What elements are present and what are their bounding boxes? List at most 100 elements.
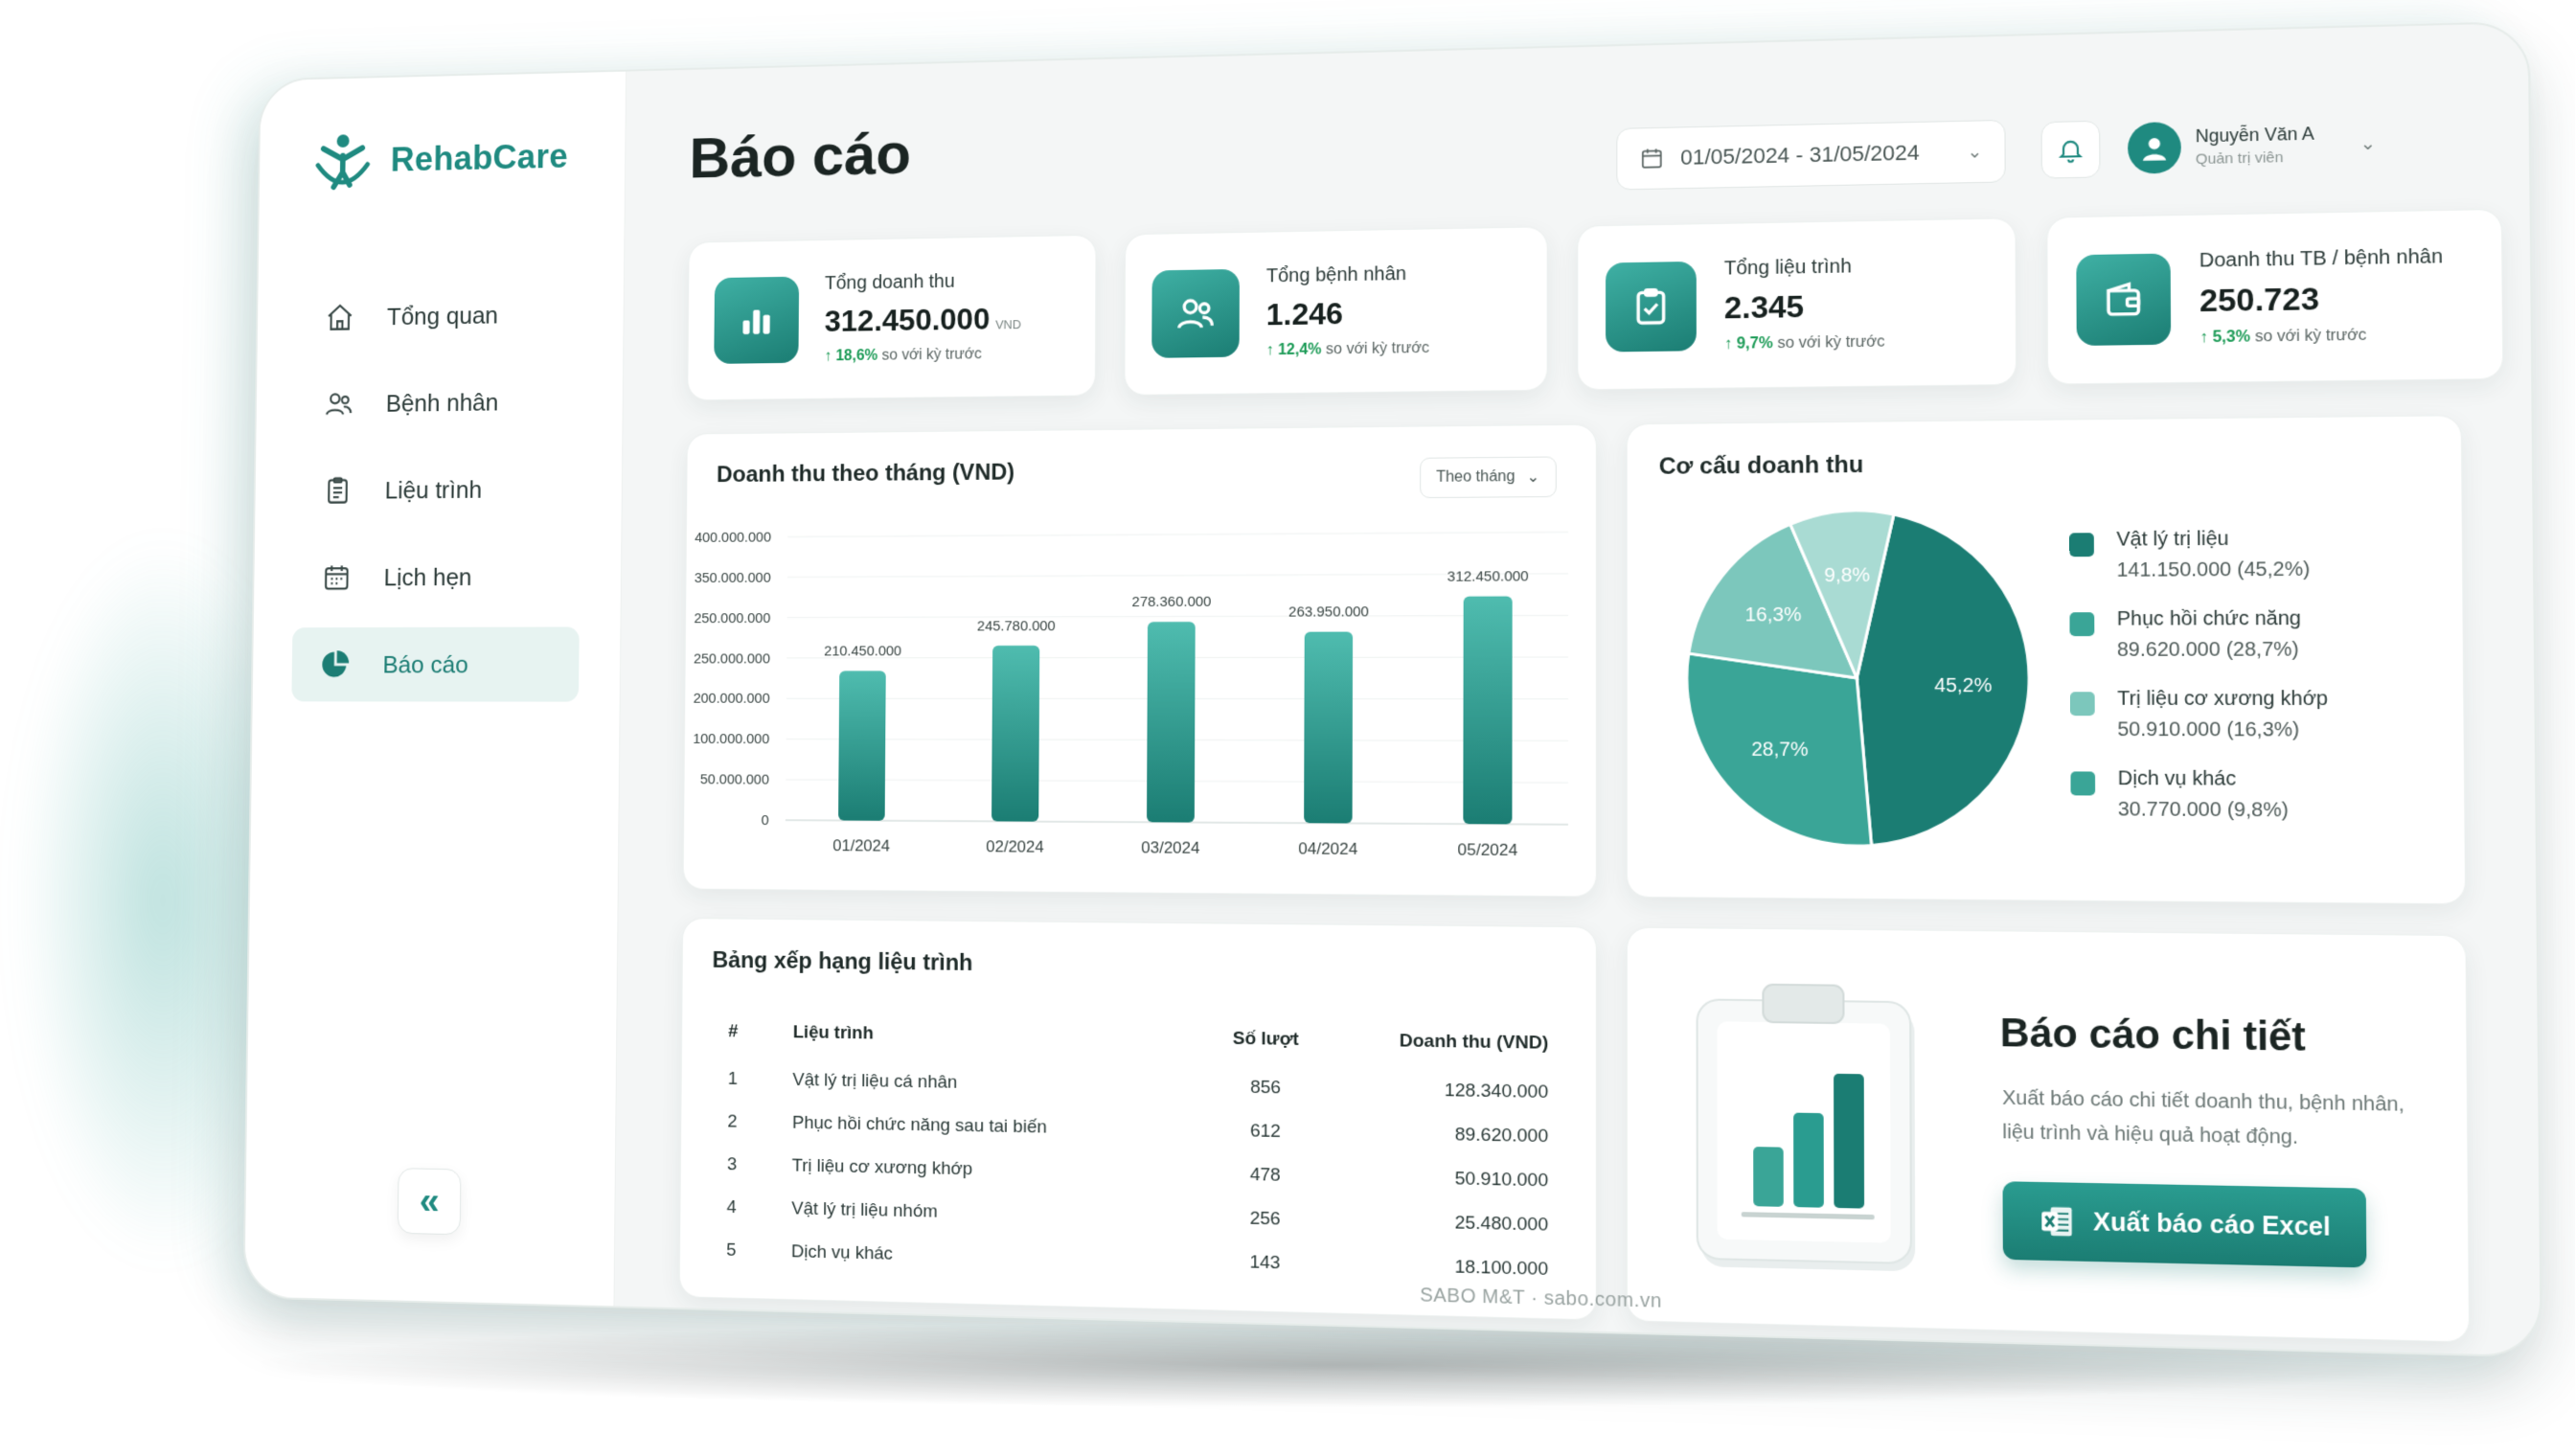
sidebar-nav: Tổng quan Bệnh nhân Liệu trình	[291, 277, 582, 716]
legend-name: Dịch vụ khác	[2118, 767, 2289, 791]
bar-value-label: 263.950.000	[1288, 604, 1369, 621]
brand[interactable]: RehabCare	[310, 123, 568, 194]
revenue-share-pie: 45,2% 28,7% 16,3% 9,8%	[1676, 499, 2039, 856]
y-tick-label: 100.000.000	[693, 732, 769, 747]
count-cell: 856	[1198, 1065, 1333, 1111]
users-icon	[1151, 269, 1240, 358]
notification-button[interactable]	[2041, 121, 2101, 179]
kpi-value: 1.246	[1266, 295, 1430, 333]
sidebar-item-reports[interactable]: Báo cáo	[291, 626, 579, 701]
bar	[838, 671, 886, 820]
treatment-ranking-card: Bảng xếp hạng liệu trình # Liệu trình Số…	[679, 918, 1597, 1320]
y-tick-label: 50.000.000	[700, 772, 769, 787]
bar	[991, 646, 1039, 822]
clipboard-icon	[321, 473, 355, 509]
kpi-value: 312.450.000 VND	[825, 301, 1022, 338]
bar	[1463, 596, 1512, 824]
double-chevron-left-icon: «	[419, 1180, 439, 1223]
period-filter-dropdown[interactable]: Theo tháng ⌄	[1420, 456, 1557, 498]
legend-value: 89.620.000 (28,7%)	[2117, 639, 2301, 662]
kpi-card-total-treatments: Tổng liệu trình 2.345 ↑ 9,7% so với kỳ t…	[1577, 217, 2017, 390]
sidebar-item-patients[interactable]: Bệnh nhân	[295, 364, 582, 442]
sidebar-item-label: Liệu trình	[385, 475, 483, 505]
export-excel-button[interactable]: Xuất báo cáo Excel	[2003, 1181, 2367, 1267]
page-title: Báo cáo	[689, 121, 911, 192]
card-title: Doanh thu theo tháng (VND)	[717, 460, 1014, 489]
legend-swatch	[2070, 612, 2095, 636]
kpi-value: 250.723	[2199, 279, 2444, 319]
excel-icon	[2038, 1202, 2077, 1241]
sidebar-item-treatments[interactable]: Liệu trình	[294, 451, 581, 528]
kpi-delta: ↑ 12,4% so với kỳ trước	[1266, 340, 1430, 359]
rank-cell: 3	[718, 1143, 783, 1187]
sidebar-item-label: Lịch hẹn	[383, 562, 471, 591]
report-title: Báo cáo chi tiết	[2000, 1012, 2306, 1061]
bar-chart-icon	[714, 277, 799, 364]
legend-item: Phục hồi chức năng 89.620.000 (28,7%)	[2070, 607, 2445, 662]
kpi-delta: ↑ 5,3% so với kỳ trước	[2199, 326, 2444, 347]
user-menu[interactable]: Nguyễn Văn A Quản trị viên ⌄	[2128, 108, 2376, 183]
bar-value-label: 312.450.000	[1447, 569, 1529, 585]
legend-swatch	[2070, 692, 2095, 716]
home-icon	[323, 300, 357, 335]
date-range-picker[interactable]: 01/05/2024 - 31/05/2024 ⌄	[1616, 120, 2005, 191]
kpi-label: Tổng bệnh nhân	[1266, 263, 1429, 288]
treatment-cell: Vật lý trị liệu cá nhân	[784, 1058, 1198, 1108]
calendar-icon	[1639, 146, 1665, 171]
detailed-report-card: Báo cáo chi tiết Xuất báo cáo chi tiết d…	[1627, 927, 2470, 1343]
bar-value-label: 210.450.000	[824, 644, 901, 659]
bar	[1304, 632, 1353, 824]
pie-legend: Vật lý trị liệu 141.150.000 (45,2%) Phục…	[2069, 527, 2446, 850]
sidebar-item-appointments[interactable]: Lịch hẹn	[293, 539, 581, 615]
kpi-delta: ↑ 9,7% so với kỳ trước	[1724, 333, 1885, 353]
pie-slice-label: 16,3%	[1744, 604, 1801, 626]
y-tick-label: 250.000.000	[694, 611, 770, 626]
kpi-card-avg-revenue: Doanh thu TB / bệnh nhân 250.723 ↑ 5,3% …	[2046, 209, 2503, 385]
count-cell: 256	[1197, 1195, 1333, 1242]
rank-cell: 5	[717, 1229, 782, 1273]
chevron-down-icon: ⌄	[1967, 141, 1982, 162]
kpi-label: Doanh thu TB / bệnh nhân	[2199, 246, 2443, 273]
card-title: Bảng xếp hạng liệu trình	[712, 947, 972, 977]
revenue-cell: 50.910.000	[1333, 1154, 1558, 1203]
kpi-label: Tổng doanh thu	[825, 270, 1021, 295]
monthly-revenue-card: Doanh thu theo tháng (VND) Theo tháng ⌄ …	[683, 424, 1597, 898]
brand-name: RehabCare	[391, 137, 569, 180]
dashboard-window: RehabCare Tổng quan Bệnh nhân	[242, 21, 2542, 1358]
legend-item: Dịch vụ khác 30.770.000 (9,8%)	[2070, 767, 2445, 823]
pie-slice-label: 9,8%	[1824, 564, 1870, 586]
sidebar-item-overview[interactable]: Tổng quan	[296, 277, 582, 355]
main-content: Báo cáo 01/05/2024 - 31/05/2024 ⌄ Nguyễn…	[614, 23, 2540, 1355]
column-header: Doanh thu (VND)	[1333, 1022, 1559, 1070]
x-tick-label: 03/2024	[1141, 838, 1199, 857]
legend-value: 50.910.000 (16,3%)	[2117, 718, 2328, 741]
monthly-revenue-chart: 400.000.000 350.000.000 250.000.000 250.000…	[684, 503, 1598, 894]
revenue-cell: 128.340.000	[1333, 1067, 1559, 1115]
collapse-sidebar-button[interactable]: «	[398, 1168, 462, 1235]
kpi-delta: ↑ 18,6% so với kỳ trước	[824, 346, 1020, 366]
sidebar-item-label: Báo cáo	[382, 650, 468, 679]
y-tick-label: 250.000.000	[694, 651, 770, 667]
user-icon	[2137, 130, 2173, 165]
rehabcare-logo-icon	[310, 127, 375, 194]
kpi-card-total-revenue: Tổng doanh thu 312.450.000 VND ↑ 18,6% so…	[687, 235, 1096, 401]
report-description: Xuất báo cáo chi tiết doanh thu, bệnh nh…	[2002, 1081, 2440, 1157]
avatar	[2128, 122, 2181, 174]
chevron-down-icon: ⌄	[1527, 467, 1540, 487]
legend-name: Phục hồi chức năng	[2117, 607, 2301, 630]
report-clipboard-illustration-icon	[1687, 978, 1929, 1280]
column-header: #	[718, 1013, 784, 1058]
gridline	[787, 532, 1568, 536]
chevron-down-icon: ⌄	[2359, 133, 2376, 154]
rank-cell: 2	[718, 1101, 784, 1145]
kpi-unit: VND	[995, 317, 1021, 331]
arrow-up-icon: ↑	[824, 349, 835, 365]
y-tick-label: 400.000.000	[695, 530, 771, 546]
legend-value: 141.150.000 (45,2%)	[2116, 558, 2310, 582]
sidebar-item-label: Tổng quan	[387, 301, 498, 331]
legend-swatch	[2070, 771, 2095, 795]
gridline	[787, 615, 1568, 617]
pie-chart-icon	[318, 647, 353, 682]
rank-cell: 4	[718, 1186, 783, 1230]
